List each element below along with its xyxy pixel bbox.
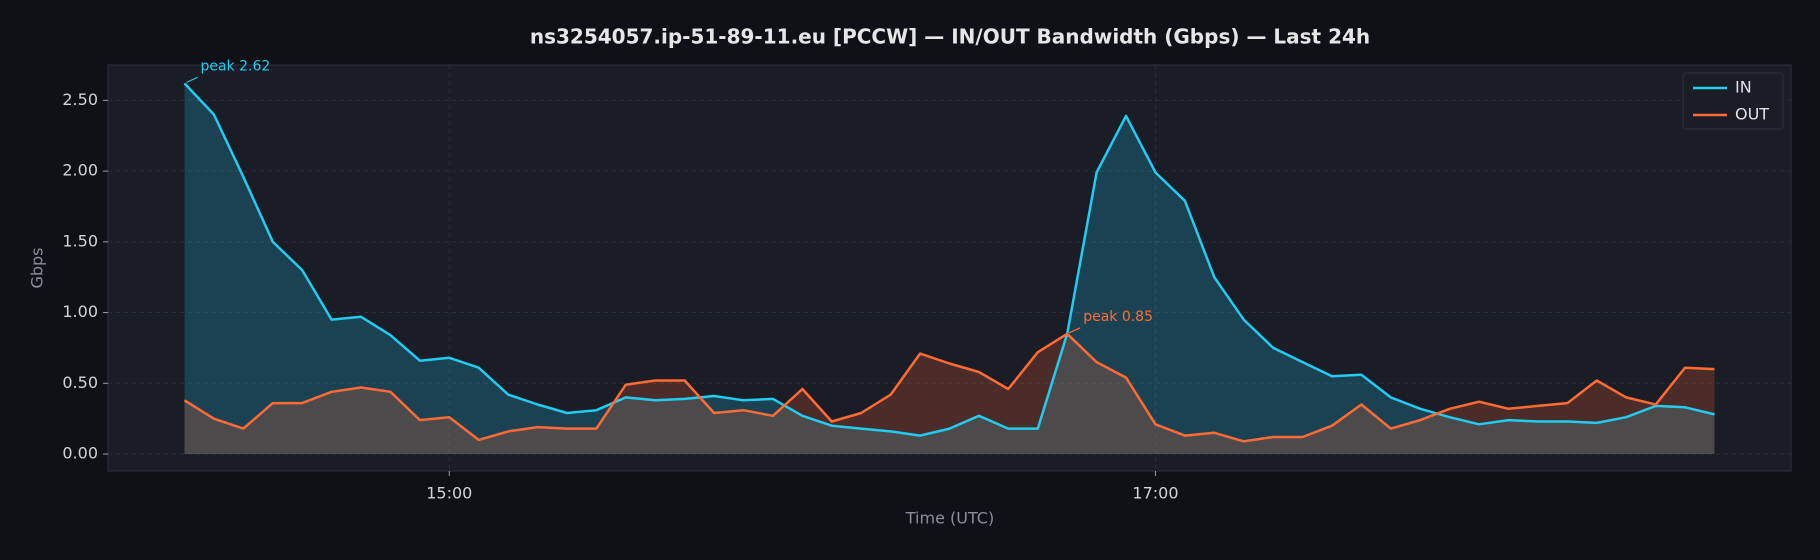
legend-label: IN	[1735, 78, 1752, 97]
x-tick-label: 15:00	[426, 484, 472, 503]
y-tick-label: 0.50	[62, 373, 98, 392]
y-tick-label: 1.50	[62, 231, 98, 250]
line	[183, 82, 1715, 437]
annotation: peak 2.62	[201, 58, 271, 74]
chart-title: ns3254057.ip-51-89-11.eu [PCCW] — IN/OUT…	[530, 25, 1370, 49]
y-tick-label: 1.00	[62, 302, 98, 321]
x-axis-label: Time (UTC)	[905, 509, 994, 528]
annotation-leader	[186, 76, 198, 83]
y-tick-label: 2.00	[62, 161, 98, 180]
y-axis-label: Gbps	[28, 247, 47, 288]
x-tick-label: 17:00	[1132, 484, 1178, 503]
y-tick-label: 0.00	[62, 444, 98, 463]
annotation-leader	[1068, 327, 1081, 334]
legend-label: OUT	[1735, 105, 1769, 124]
y-tick-label: 2.50	[62, 90, 98, 109]
area-fill	[184, 83, 1715, 455]
area-fill	[184, 333, 1715, 455]
plot-area	[107, 64, 1792, 472]
annotation: peak 0.85	[1083, 309, 1153, 325]
line	[183, 332, 1715, 443]
